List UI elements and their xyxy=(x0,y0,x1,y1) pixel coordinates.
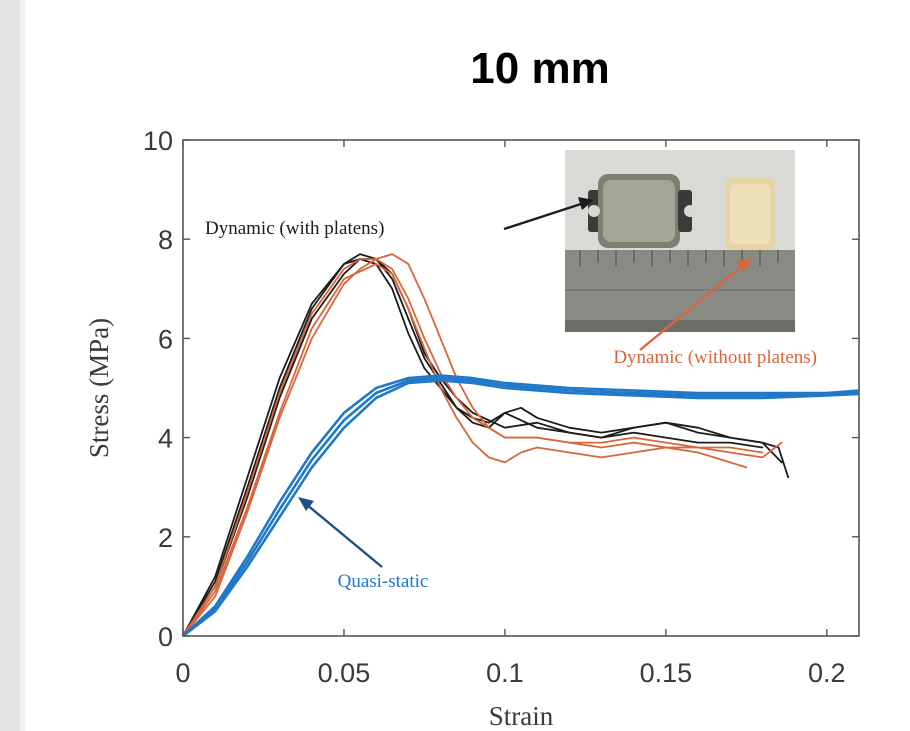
axis-ticks xyxy=(182,139,859,637)
x-tick-label: 0.1 xyxy=(486,658,524,688)
series-line-quasi-static-8 xyxy=(183,376,859,636)
platen-bolt-left xyxy=(588,205,600,217)
platen-bolt-right xyxy=(684,205,696,217)
arrow-without-platens xyxy=(639,265,743,351)
annotation-dynamic-with-platens: Dynamic (with platens) xyxy=(205,218,384,239)
left-border xyxy=(0,0,20,731)
y-tick-label: 4 xyxy=(158,424,173,454)
series-line-quasi-static-9 xyxy=(183,379,859,636)
series-line-dynamic-with-platens-2 xyxy=(183,253,783,636)
specimen-highlight xyxy=(730,184,770,244)
y-axis-label: Stress (MPa) xyxy=(84,318,114,458)
series-line-quasi-static-7 xyxy=(183,374,859,636)
annotation-labels: Dynamic (with platens) Dynamic (without p… xyxy=(205,218,817,592)
series-line-dynamic-with-platens-1 xyxy=(183,258,790,636)
x-tick-label: 0.2 xyxy=(808,658,846,688)
x-tick-label: 0.15 xyxy=(640,658,693,688)
axes-frame xyxy=(182,139,860,637)
arrow-quasi-static xyxy=(305,503,383,568)
y-tick-label: 6 xyxy=(158,324,173,354)
x-tick-label: 0 xyxy=(175,658,190,688)
chart-title: 10 mm xyxy=(470,44,610,93)
arrowhead-quasi-static xyxy=(298,497,314,511)
annotation-dynamic-without-platens: Dynamic (without platens) xyxy=(613,347,817,368)
left-border-highlight xyxy=(20,0,25,731)
specimen-photo xyxy=(565,150,795,332)
photo-ruler xyxy=(565,250,795,320)
photo-ruler-ticks xyxy=(565,250,795,291)
series-line-dynamic-without-platens-4 xyxy=(183,263,748,636)
tick-labels: 0 0.05 0.1 0.15 0.2 0 2 4 6 8 10 xyxy=(143,126,846,688)
series-layer xyxy=(183,253,859,636)
y-tick-label: 8 xyxy=(158,225,173,255)
annotation-arrows xyxy=(298,197,752,568)
y-tick-label: 2 xyxy=(158,523,173,553)
arrowhead-without-platens xyxy=(736,258,752,272)
x-tick-label: 0.05 xyxy=(318,658,371,688)
y-tick-label: 10 xyxy=(143,126,173,156)
y-tick-label: 0 xyxy=(158,622,173,652)
series-line-dynamic-without-platens-6 xyxy=(183,258,764,636)
arrowhead-with-platens xyxy=(578,197,594,210)
arrow-with-platens xyxy=(503,201,585,231)
x-axis-label: Strain xyxy=(489,701,554,731)
specimen-texture xyxy=(603,180,675,242)
annotation-quasi-static: Quasi-static xyxy=(338,571,429,592)
photo-ruler-edge xyxy=(565,320,795,332)
